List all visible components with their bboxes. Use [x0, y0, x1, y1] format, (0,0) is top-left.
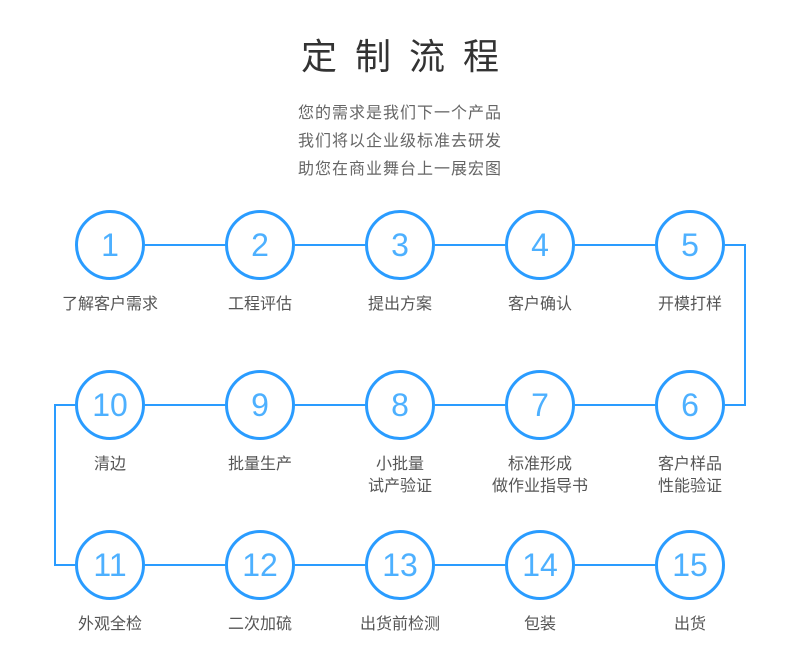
subtitle-line-2: 我们将以企业级标准去研发	[0, 128, 800, 156]
step-circle-3: 3	[365, 210, 435, 280]
page-title: 定制流程	[0, 28, 800, 80]
step-circle-5: 5	[655, 210, 725, 280]
subtitle-line-1: 您的需求是我们下一个产品	[0, 100, 800, 128]
header: 定制流程 您的需求是我们下一个产品 我们将以企业级标准去研发 助您在商业舞台上一…	[0, 0, 800, 184]
step-circle-13: 13	[365, 530, 435, 600]
step-circle-4: 4	[505, 210, 575, 280]
step-circle-1: 1	[75, 210, 145, 280]
step-circle-6: 6	[655, 370, 725, 440]
step-circle-10: 10	[75, 370, 145, 440]
process-flow: 1了解客户需求2工程评估3提出方案4客户确认5开模打样6客户样品 性能验证7标准…	[0, 200, 800, 640]
step-circle-8: 8	[365, 370, 435, 440]
step-circle-11: 11	[75, 530, 145, 600]
step-circle-14: 14	[505, 530, 575, 600]
step-circle-2: 2	[225, 210, 295, 280]
step-circle-7: 7	[505, 370, 575, 440]
step-circle-12: 12	[225, 530, 295, 600]
step-circle-15: 15	[655, 530, 725, 600]
subtitle-line-3: 助您在商业舞台上一展宏图	[0, 156, 800, 184]
step-circle-9: 9	[225, 370, 295, 440]
